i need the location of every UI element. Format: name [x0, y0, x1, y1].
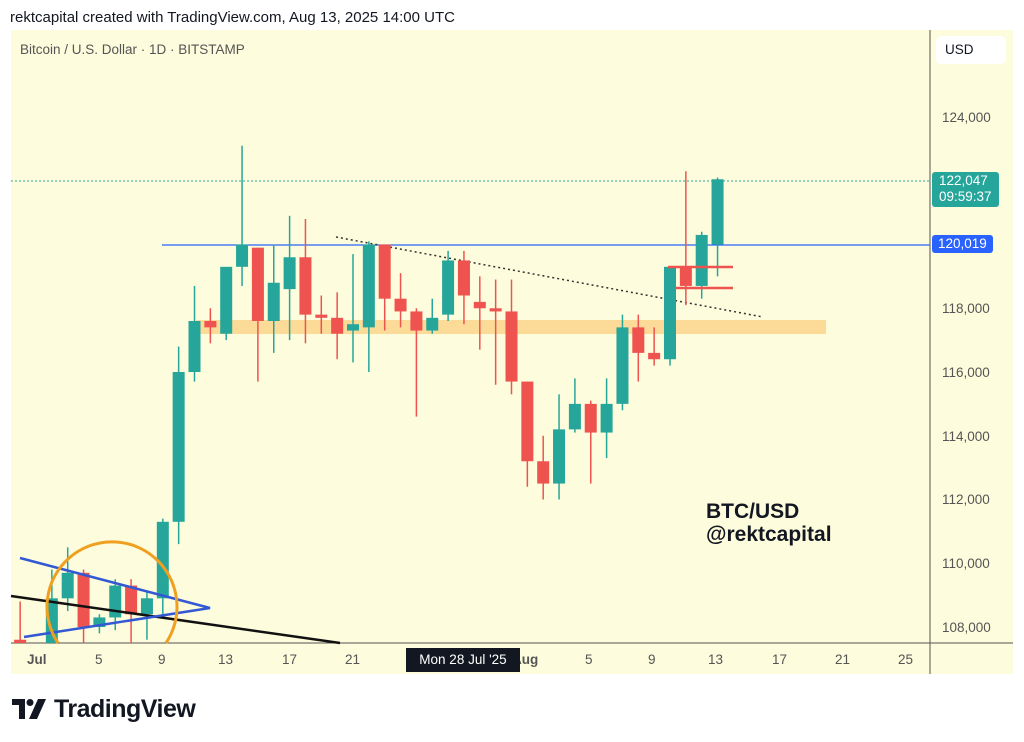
candle-down[interactable] [331, 317, 344, 334]
candle-up[interactable] [236, 244, 249, 267]
candle-up[interactable] [156, 521, 169, 599]
candle-up[interactable] [172, 372, 185, 522]
candle-down[interactable] [632, 327, 645, 353]
candle-up[interactable] [711, 179, 724, 245]
candle-down[interactable] [378, 244, 391, 299]
time-tick: 21 [835, 652, 851, 667]
highlight-circle[interactable] [45, 540, 179, 644]
candle-up[interactable] [220, 266, 233, 334]
candle-down[interactable] [299, 257, 312, 315]
time-tick: 13 [218, 652, 234, 667]
candle-up[interactable] [616, 327, 629, 404]
time-tick: 5 [95, 652, 103, 667]
price-tick: 110,000 [942, 556, 990, 571]
candle-up[interactable] [426, 317, 439, 331]
candles-group [14, 145, 724, 643]
time-tick: 21 [345, 652, 361, 667]
price-tick: 118,000 [942, 301, 990, 316]
candle-down[interactable] [505, 311, 518, 382]
candle-down[interactable] [251, 247, 264, 321]
candle-up[interactable] [695, 234, 708, 286]
time-tick: 9 [648, 652, 656, 667]
candle-up[interactable] [267, 282, 280, 321]
candle-up[interactable] [347, 324, 359, 331]
tradingview-logo[interactable]: TradingView [12, 694, 196, 724]
symbol-title: Bitcoin / U.S. Dollar · 1D · BITSTAMP [20, 42, 245, 57]
candle-up[interactable] [93, 617, 106, 627]
candle-down[interactable] [204, 321, 217, 328]
price-tick: 114,000 [942, 429, 990, 444]
candle-up[interactable] [553, 429, 566, 484]
candle-up[interactable] [140, 598, 153, 615]
candle-up[interactable] [600, 403, 613, 433]
price-tick: 112,000 [942, 492, 990, 507]
time-tick: 5 [585, 652, 593, 667]
last-price-tag: 122,047 09:59:37 [932, 172, 999, 207]
candle-up[interactable] [442, 260, 455, 315]
candle-up[interactable] [362, 244, 375, 328]
candle-down[interactable] [648, 352, 661, 360]
candle-up[interactable] [61, 572, 74, 599]
candle-down[interactable] [537, 461, 550, 484]
line-price-tag: 120,019 [932, 235, 993, 253]
chart-watermark: BTC/USD @rektcapital [706, 500, 832, 546]
candle-down[interactable] [457, 260, 470, 296]
candle-down[interactable] [584, 403, 597, 433]
price-tick: 124,000 [942, 110, 991, 125]
symmetrical-triangle[interactable] [19, 556, 211, 639]
candle-down[interactable] [489, 308, 502, 312]
chart-caption: rektcapital created with TradingView.com… [10, 9, 455, 26]
watermark-symbol: BTC/USD [706, 500, 800, 523]
candle-up[interactable] [568, 403, 581, 430]
candle-down[interactable] [473, 301, 486, 309]
candle-down[interactable] [315, 314, 328, 318]
currency-button[interactable]: USD [936, 36, 1006, 64]
time-tick: 17 [282, 652, 298, 667]
time-tick: Jul [27, 652, 47, 667]
crosshair-date-label: Mon 28 Jul '25 [406, 648, 520, 672]
candle-down[interactable] [125, 585, 138, 615]
candle-down[interactable] [410, 311, 423, 331]
time-tick: 25 [898, 652, 914, 667]
candle-down[interactable] [394, 298, 407, 312]
time-tick: 13 [708, 652, 724, 667]
candle-down[interactable] [679, 266, 692, 286]
candle-down[interactable] [14, 639, 27, 643]
candle-down[interactable] [77, 572, 90, 627]
last-price-value: 122,047 [939, 173, 988, 188]
candle-up[interactable] [188, 321, 201, 372]
time-tick: 9 [158, 652, 166, 667]
time-tick: 17 [772, 652, 788, 667]
bar-countdown: 09:59:37 [939, 189, 992, 204]
watermark-author: @rektcapital [706, 523, 832, 546]
tradingview-wordmark: TradingView [54, 694, 196, 723]
price-tick: 108,000 [942, 620, 991, 635]
candle-down[interactable] [521, 381, 534, 462]
candle-up[interactable] [664, 266, 676, 360]
candle-up[interactable] [283, 257, 296, 290]
price-tick: 116,000 [942, 365, 990, 380]
tradingview-logo-icon [12, 699, 46, 719]
